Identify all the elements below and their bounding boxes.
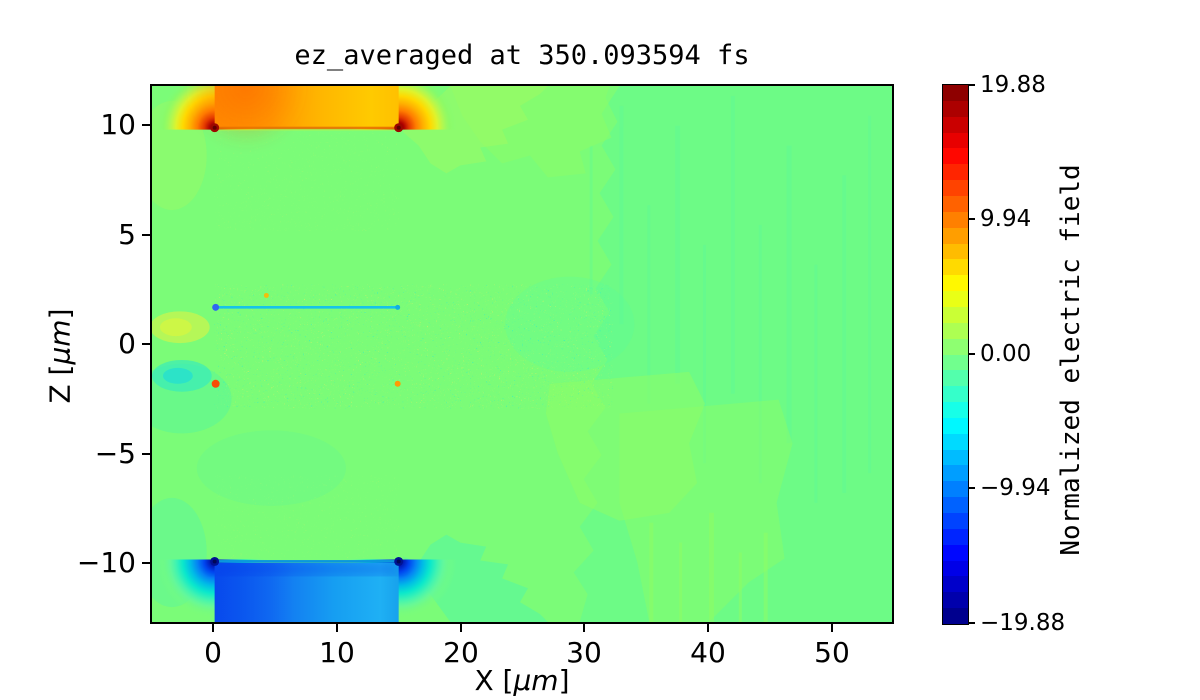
field-map [152, 86, 892, 622]
lower-inner-line-right-dot [394, 380, 401, 387]
plot-title: ez_averaged at 350.093594 fs [294, 40, 750, 71]
x-tick-mark [831, 624, 833, 632]
x-tick-mark [583, 624, 585, 632]
colorbar-tick-label: −9.94 [980, 475, 1051, 501]
plot-area [150, 84, 894, 624]
colorbar-tick-mark [968, 84, 975, 86]
colorbar-tick-label: 9.94 [980, 206, 1032, 232]
top-plate-deep-orange [186, 86, 307, 148]
x-tick-label: 50 [814, 636, 850, 669]
x-tick-label: 30 [566, 636, 602, 669]
colorbar [942, 84, 969, 625]
colorbar-tick-mark [968, 487, 975, 489]
light-green-streaks [649, 512, 768, 622]
top-plate-line [214, 126, 399, 130]
y-tick-mark [142, 124, 150, 126]
top-right-singularity-core [396, 125, 401, 130]
top-left-singularity-core [212, 125, 217, 130]
channel-speckle-cyan [214, 284, 613, 409]
x-tick-mark [707, 624, 709, 632]
y-tick-mark [142, 343, 150, 345]
x-tick-label: 40 [690, 636, 726, 669]
upper-inner-line-left-dot [212, 303, 220, 311]
wake-teal-streaks [589, 95, 872, 503]
colorbar-label: Normalized electric field [1056, 164, 1086, 556]
x-tick-mark [212, 624, 214, 632]
y-tick-mark [142, 453, 150, 455]
bottom-left-singularity-core [212, 559, 217, 564]
y-tick-label: −5 [94, 437, 136, 470]
upper-inner-line-right-dot [395, 304, 401, 310]
colorbar-tick-label: 0.00 [980, 341, 1032, 367]
y-tick-mark [142, 562, 150, 564]
bottom-plate-dark-band [214, 562, 399, 575]
y-axis-label-suffix: ] [43, 308, 77, 320]
x-tick-label: 20 [443, 636, 479, 669]
channel-speck-dot [263, 292, 269, 298]
y-tick-label: −10 [76, 546, 136, 579]
x-tick-label: 0 [204, 636, 222, 669]
light-green-patch-mid [545, 371, 706, 521]
colorbar-tick-mark [968, 622, 975, 624]
colorbar-tick-label: −19.88 [980, 610, 1066, 636]
under-top-plate-speckle [214, 131, 399, 231]
x-tick-mark [460, 624, 462, 632]
y-axis-label-prefix: Z [ [43, 364, 77, 404]
top-plate-underline [214, 129, 399, 131]
x-axis-label-prefix: X [ [474, 664, 514, 697]
colorbar-tick-mark [968, 218, 975, 220]
bottom-plate-deep-blue [214, 562, 295, 622]
x-tick-label: 10 [319, 636, 355, 669]
bottom-right-singularity-core [396, 559, 401, 564]
x-tick-mark [336, 624, 338, 632]
y-tick-mark [142, 234, 150, 236]
light-green-patch-bottom [619, 399, 793, 622]
y-tick-label: 5 [118, 218, 136, 251]
colorbar-tick-label: 19.88 [980, 72, 1046, 98]
left-positive-blob-core [159, 318, 192, 337]
x-axis-label: X [μm] [474, 664, 569, 697]
colorbar-gradient [943, 85, 968, 624]
y-tick-label: 0 [118, 327, 136, 360]
lower-inner-line-left-dot [211, 379, 220, 388]
x-axis-label-unit: μm [513, 664, 559, 697]
left-negative-blob-core [162, 367, 193, 384]
bottom-plate-line [214, 560, 399, 563]
x-axis-label-suffix: ] [558, 664, 570, 697]
over-bottom-plate-speckle [214, 475, 399, 559]
light-green-patch-top [450, 86, 620, 178]
colorbar-tick-mark [968, 353, 975, 355]
y-tick-label: 10 [100, 108, 136, 141]
